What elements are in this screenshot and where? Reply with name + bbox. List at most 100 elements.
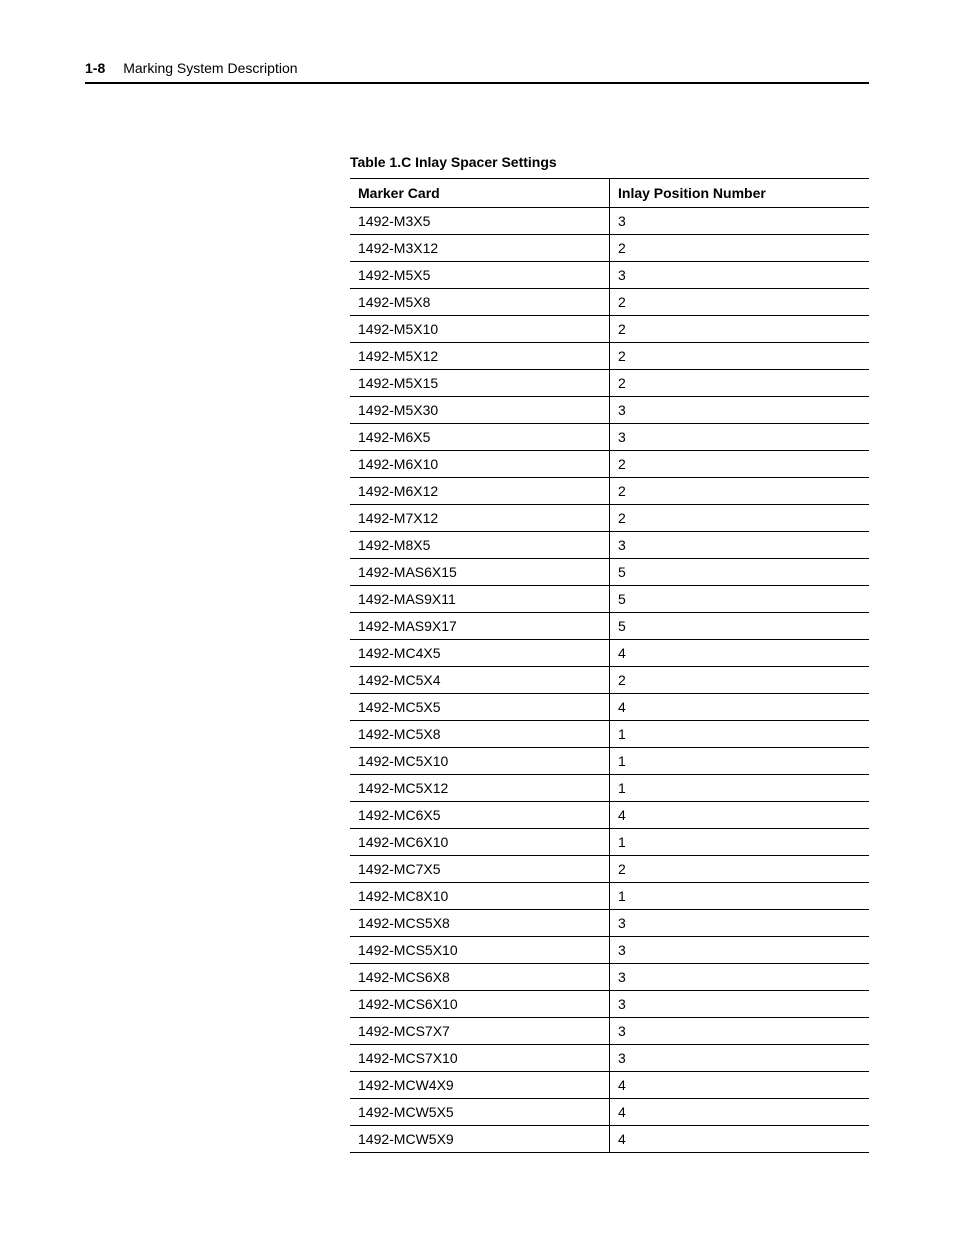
cell-marker-card: 1492-MAS6X15 (350, 559, 610, 586)
cell-marker-card: 1492-MC5X12 (350, 775, 610, 802)
cell-inlay-position: 3 (610, 397, 870, 424)
cell-inlay-position: 2 (610, 235, 870, 262)
cell-marker-card: 1492-MCS5X8 (350, 910, 610, 937)
cell-inlay-position: 3 (610, 262, 870, 289)
cell-inlay-position: 4 (610, 1072, 870, 1099)
cell-inlay-position: 2 (610, 505, 870, 532)
page-header: 1-8 Marking System Description (85, 60, 869, 84)
cell-inlay-position: 3 (610, 964, 870, 991)
cell-inlay-position: 1 (610, 883, 870, 910)
cell-marker-card: 1492-MC5X8 (350, 721, 610, 748)
table-row: 1492-MCS5X103 (350, 937, 869, 964)
cell-inlay-position: 2 (610, 667, 870, 694)
cell-marker-card: 1492-M6X5 (350, 424, 610, 451)
cell-inlay-position: 5 (610, 613, 870, 640)
cell-inlay-position: 4 (610, 694, 870, 721)
spacer-settings-table: Marker Card Inlay Position Number 1492-M… (350, 178, 869, 1153)
cell-marker-card: 1492-MCW5X9 (350, 1126, 610, 1153)
table-row: 1492-M5X102 (350, 316, 869, 343)
column-header-marker-card: Marker Card (350, 179, 610, 208)
table-row: 1492-M7X122 (350, 505, 869, 532)
cell-marker-card: 1492-MC6X5 (350, 802, 610, 829)
cell-inlay-position: 5 (610, 559, 870, 586)
table-row: 1492-M8X53 (350, 532, 869, 559)
cell-inlay-position: 4 (610, 1099, 870, 1126)
cell-inlay-position: 4 (610, 802, 870, 829)
section-title: Marking System Description (123, 60, 297, 76)
cell-inlay-position: 3 (610, 208, 870, 235)
cell-marker-card: 1492-MCS5X10 (350, 937, 610, 964)
cell-inlay-position: 5 (610, 586, 870, 613)
cell-marker-card: 1492-M5X12 (350, 343, 610, 370)
table-row: 1492-MAS6X155 (350, 559, 869, 586)
table-row: 1492-M5X82 (350, 289, 869, 316)
cell-marker-card: 1492-MC4X5 (350, 640, 610, 667)
cell-inlay-position: 3 (610, 1018, 870, 1045)
cell-inlay-position: 1 (610, 775, 870, 802)
table-row: 1492-M6X53 (350, 424, 869, 451)
cell-marker-card: 1492-M5X8 (350, 289, 610, 316)
cell-inlay-position: 2 (610, 478, 870, 505)
table-row: 1492-M3X122 (350, 235, 869, 262)
table-row: 1492-M5X303 (350, 397, 869, 424)
cell-marker-card: 1492-M3X5 (350, 208, 610, 235)
cell-marker-card: 1492-MCS6X10 (350, 991, 610, 1018)
page-container: 1-8 Marking System Description Table 1.C… (0, 0, 954, 1193)
cell-marker-card: 1492-MCW5X5 (350, 1099, 610, 1126)
table-row: 1492-MCW5X94 (350, 1126, 869, 1153)
table-row: 1492-MC5X101 (350, 748, 869, 775)
table-row: 1492-MC5X121 (350, 775, 869, 802)
table-row: 1492-M3X53 (350, 208, 869, 235)
cell-marker-card: 1492-M6X10 (350, 451, 610, 478)
cell-marker-card: 1492-MCW4X9 (350, 1072, 610, 1099)
cell-marker-card: 1492-MC8X10 (350, 883, 610, 910)
cell-inlay-position: 3 (610, 937, 870, 964)
cell-inlay-position: 2 (610, 316, 870, 343)
page-number: 1-8 (85, 60, 105, 76)
cell-inlay-position: 4 (610, 1126, 870, 1153)
cell-marker-card: 1492-M5X10 (350, 316, 610, 343)
cell-marker-card: 1492-M5X5 (350, 262, 610, 289)
cell-marker-card: 1492-MCS7X7 (350, 1018, 610, 1045)
cell-inlay-position: 3 (610, 1045, 870, 1072)
cell-inlay-position: 3 (610, 991, 870, 1018)
table-row: 1492-MCW4X94 (350, 1072, 869, 1099)
table-row: 1492-M6X122 (350, 478, 869, 505)
cell-marker-card: 1492-M5X30 (350, 397, 610, 424)
cell-marker-card: 1492-MC5X4 (350, 667, 610, 694)
cell-marker-card: 1492-MC5X5 (350, 694, 610, 721)
table-row: 1492-M5X122 (350, 343, 869, 370)
table-header-row: Marker Card Inlay Position Number (350, 179, 869, 208)
content-area: Table 1.C Inlay Spacer Settings Marker C… (350, 154, 869, 1153)
table-row: 1492-M6X102 (350, 451, 869, 478)
cell-marker-card: 1492-MAS9X11 (350, 586, 610, 613)
cell-inlay-position: 2 (610, 451, 870, 478)
table-row: 1492-MC5X54 (350, 694, 869, 721)
table-row: 1492-MCW5X54 (350, 1099, 869, 1126)
cell-inlay-position: 3 (610, 532, 870, 559)
cell-inlay-position: 2 (610, 343, 870, 370)
table-row: 1492-MCS5X83 (350, 910, 869, 937)
table-row: 1492-MC6X54 (350, 802, 869, 829)
table-row: 1492-MAS9X115 (350, 586, 869, 613)
table-row: 1492-MCS6X83 (350, 964, 869, 991)
column-header-inlay-position: Inlay Position Number (610, 179, 870, 208)
table-row: 1492-MAS9X175 (350, 613, 869, 640)
cell-inlay-position: 1 (610, 721, 870, 748)
cell-marker-card: 1492-MC6X10 (350, 829, 610, 856)
table-row: 1492-MC5X81 (350, 721, 869, 748)
cell-inlay-position: 1 (610, 829, 870, 856)
table-row: 1492-MC6X101 (350, 829, 869, 856)
cell-inlay-position: 1 (610, 748, 870, 775)
cell-marker-card: 1492-MC7X5 (350, 856, 610, 883)
table-row: 1492-MC8X101 (350, 883, 869, 910)
table-row: 1492-MC5X42 (350, 667, 869, 694)
cell-marker-card: 1492-MCS6X8 (350, 964, 610, 991)
cell-marker-card: 1492-M6X12 (350, 478, 610, 505)
cell-inlay-position: 3 (610, 910, 870, 937)
table-row: 1492-MCS6X103 (350, 991, 869, 1018)
cell-inlay-position: 4 (610, 640, 870, 667)
cell-marker-card: 1492-MAS9X17 (350, 613, 610, 640)
table-row: 1492-MCS7X73 (350, 1018, 869, 1045)
table-row: 1492-MC7X52 (350, 856, 869, 883)
